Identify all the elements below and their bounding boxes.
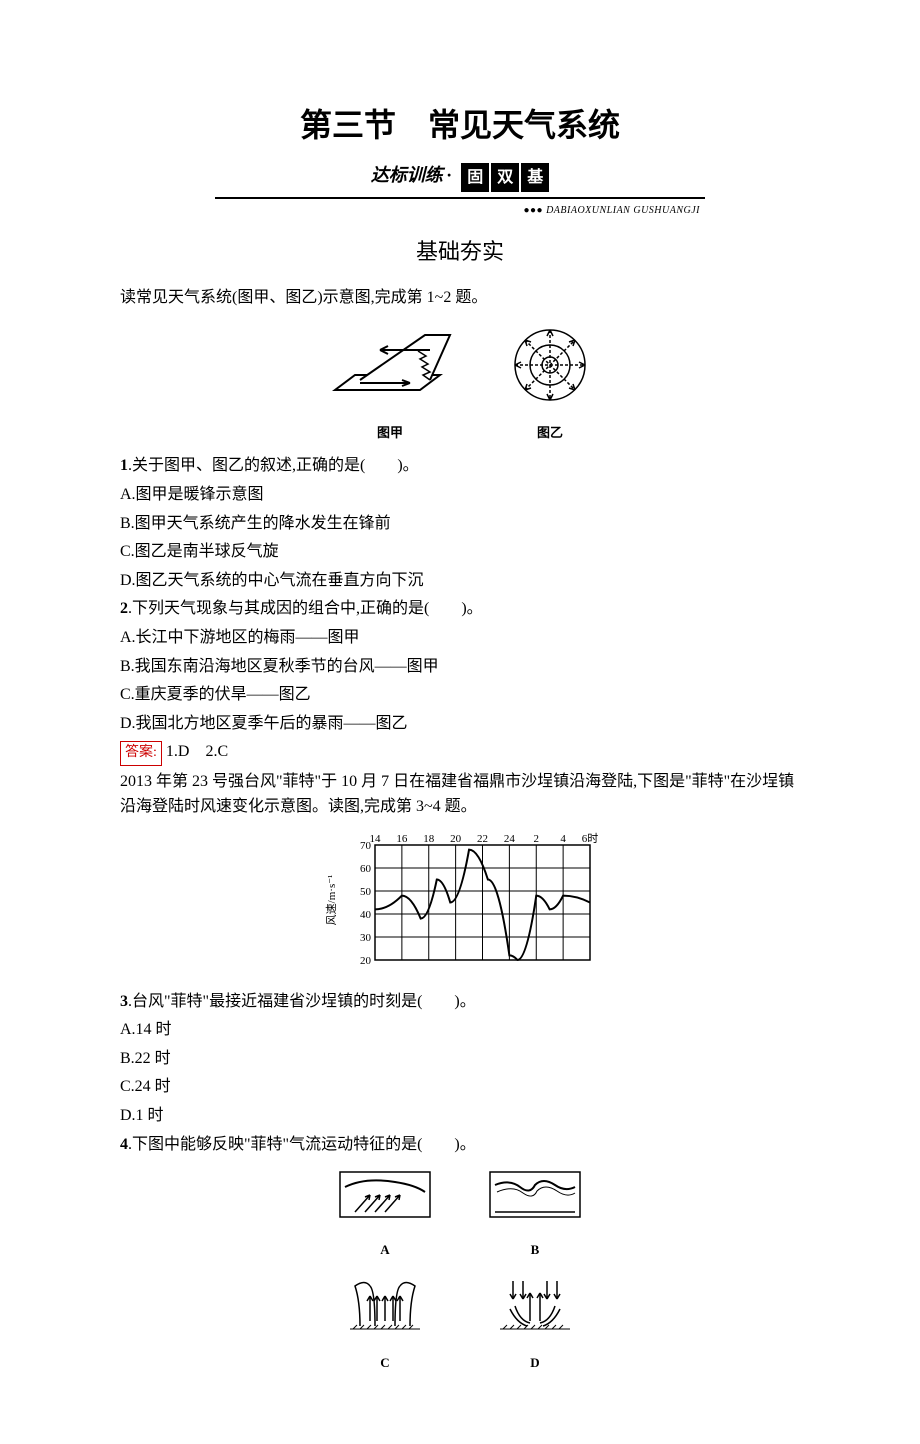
banner-prefix: 达标训练 [371,165,443,185]
banner-dot: · [447,165,452,185]
svg-text:40: 40 [360,909,372,921]
svg-text:70: 70 [360,840,372,852]
q1-choice-b: B.图甲天气系统产生的降水发生在锋前 [120,511,800,537]
svg-text:2: 2 [534,833,540,845]
choice-d-label: D [485,1353,585,1374]
choice-b-label: B [485,1240,585,1261]
pinyin-line: ●●● DABIAOXUNLIAN GUSHUANGJI [120,203,800,219]
q4-num: 4 [120,1136,128,1153]
q1-choice-c: C.图乙是南半球反气旋 [120,539,800,565]
svg-text:风速/m·s⁻¹: 风速/m·s⁻¹ [325,875,338,926]
wind-speed-chart: 141618202224246时203040506070风速/m·s⁻¹ [120,830,800,979]
choice-d-diagram [485,1271,585,1341]
banner-boxes: 固 双 基 [461,163,549,193]
choice-a-diagram [335,1167,435,1227]
svg-text:6时: 6时 [582,832,599,845]
choice-c-diagram [335,1271,435,1341]
q1-text: .关于图甲、图乙的叙述,正确的是( )。 [128,457,419,474]
choice-c-label: C [335,1353,435,1374]
banner-underline [215,197,705,199]
section-heading: 基础夯实 [120,234,800,269]
svg-text:60: 60 [360,863,372,875]
svg-text:14: 14 [370,833,382,845]
svg-text:22: 22 [477,833,488,845]
q2-num: 2 [120,600,128,617]
svg-text:20: 20 [360,955,372,967]
q1-num: 1 [120,457,128,474]
answer-label: 答案: [120,741,162,765]
intro-2: 2013 年第 23 号强台风"菲特"于 10 月 7 日在福建省福鼎市沙埕镇沿… [120,769,800,820]
main-title: 第三节 常见天气系统 [120,100,800,151]
banner-box-2: 双 [491,163,519,193]
svg-text:18: 18 [423,833,435,845]
question-4: 4.下图中能够反映"菲特"气流运动特征的是( )。 [120,1132,800,1158]
q2-choice-c: C.重庆夏季的伏旱——图乙 [120,682,800,708]
choice-b-diagram [485,1167,585,1227]
svg-text:20: 20 [450,833,462,845]
q4-text: .下图中能够反映"菲特"气流运动特征的是( )。 [128,1136,476,1153]
choice-a-label: A [335,1240,435,1261]
figure-jia-yi: 图甲 [120,320,800,443]
q3-choice-c: C.24 时 [120,1074,800,1100]
diagram-jia-icon [320,320,460,410]
banner-box-3: 基 [521,163,549,193]
q3-num: 3 [120,993,128,1010]
q3-choice-b: B.22 时 [120,1046,800,1072]
q3-choice-a: A.14 时 [120,1017,800,1043]
svg-text:50: 50 [360,886,372,898]
caption-yi: 图乙 [500,423,600,444]
answer-12-text: 1.D 2.C [166,743,228,760]
caption-jia: 图甲 [320,423,460,444]
q1-choice-d: D.图乙天气系统的中心气流在垂直方向下沉 [120,568,800,594]
question-1: 1.关于图甲、图乙的叙述,正确的是( )。 [120,453,800,479]
q3-text: .台风"菲特"最接近福建省沙埕镇的时刻是( )。 [128,993,476,1010]
q2-text: .下列天气现象与其成因的组合中,正确的是( )。 [128,600,483,617]
banner-box-1: 固 [461,163,489,193]
svg-text:24: 24 [504,833,516,845]
q1-choice-a: A.图甲是暖锋示意图 [120,482,800,508]
q2-choice-b: B.我国东南沿海地区夏秋季节的台风——图甲 [120,654,800,680]
q3-choice-d: D.1 时 [120,1103,800,1129]
subtitle-banner: 达标训练 · 固 双 基 [120,161,800,192]
diagram-yi-icon [500,320,600,410]
question-2: 2.下列天气现象与其成因的组合中,正确的是( )。 [120,596,800,622]
intro-1: 读常见天气系统(图甲、图乙)示意图,完成第 1~2 题。 [120,285,800,311]
svg-text:30: 30 [360,932,372,944]
answer-12: 答案:1.D 2.C [120,739,800,765]
q2-choice-a: A.长江中下游地区的梅雨——图甲 [120,625,800,651]
q4-choice-images: A B [120,1167,800,1374]
question-3: 3.台风"菲特"最接近福建省沙埕镇的时刻是( )。 [120,989,800,1015]
svg-text:4: 4 [560,833,566,845]
q2-choice-d: D.我国北方地区夏季午后的暴雨——图乙 [120,711,800,737]
svg-text:16: 16 [396,833,408,845]
